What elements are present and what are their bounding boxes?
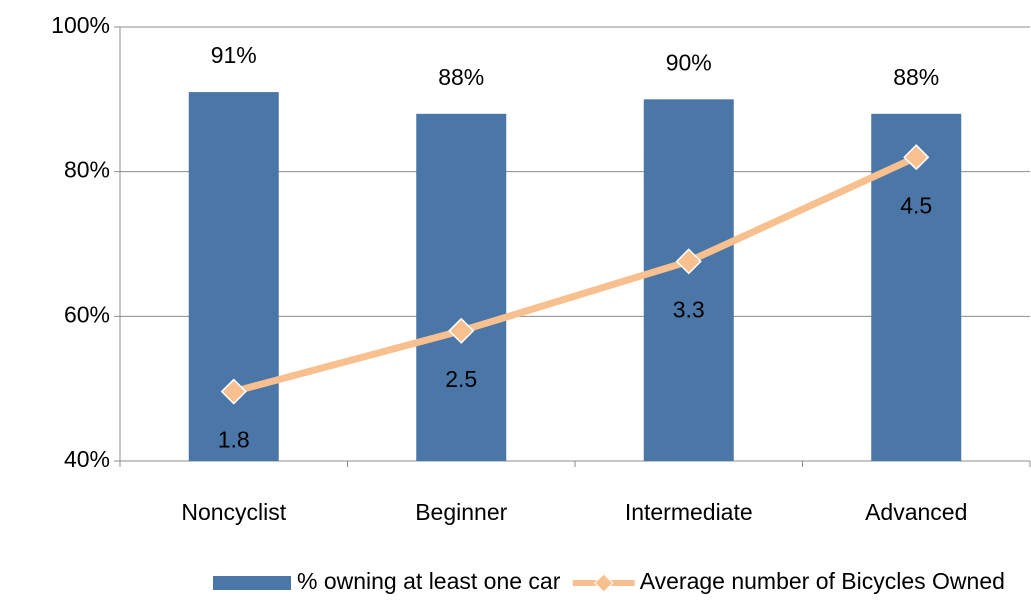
line-marker xyxy=(448,317,475,344)
legend-label: Average number of Bicycles Owned xyxy=(640,568,1005,594)
y-tick-label: 80% xyxy=(64,157,110,183)
line-marker xyxy=(220,378,247,405)
bar-value-label: 88% xyxy=(893,64,939,90)
line-value-label: 2.5 xyxy=(445,366,477,392)
line-value-label: 3.3 xyxy=(673,296,705,322)
x-tick-label: Advanced xyxy=(865,499,967,525)
line-marker xyxy=(903,144,930,171)
y-tick-label: 100% xyxy=(51,12,110,38)
line xyxy=(232,154,918,395)
bar xyxy=(643,99,734,461)
line-marker xyxy=(675,248,702,275)
bar xyxy=(188,92,279,461)
x-tick-label: Noncyclist xyxy=(181,499,286,525)
bar-value-label: 88% xyxy=(438,64,484,90)
legend-label: % owning at least one car xyxy=(297,568,561,594)
line-value-label: 1.8 xyxy=(218,427,250,453)
bar xyxy=(416,113,507,462)
legend-swatch xyxy=(594,573,614,593)
x-tick-label: Intermediate xyxy=(625,499,753,525)
legend-swatch xyxy=(213,576,291,590)
y-tick-label: 40% xyxy=(64,446,110,472)
bar-value-label: 91% xyxy=(211,42,257,68)
x-tick-label: Beginner xyxy=(415,499,507,525)
line-value-label: 4.5 xyxy=(900,192,932,218)
y-tick-label: 60% xyxy=(64,301,110,327)
bar-value-label: 90% xyxy=(666,49,712,75)
